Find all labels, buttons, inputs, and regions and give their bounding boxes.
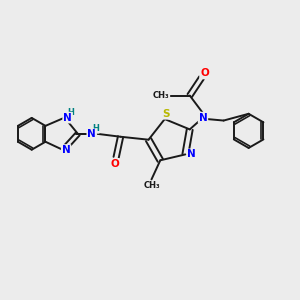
Text: N: N [188, 149, 196, 159]
Text: CH₃: CH₃ [153, 91, 169, 100]
Text: H: H [92, 124, 99, 133]
Text: N: N [63, 112, 72, 123]
Text: O: O [200, 68, 209, 78]
Text: CH₃: CH₃ [143, 182, 160, 190]
Text: N: N [62, 145, 70, 155]
Text: S: S [162, 109, 169, 119]
Text: H: H [67, 108, 74, 117]
Text: N: N [87, 129, 96, 140]
Text: N: N [199, 112, 207, 123]
Text: O: O [110, 159, 119, 169]
